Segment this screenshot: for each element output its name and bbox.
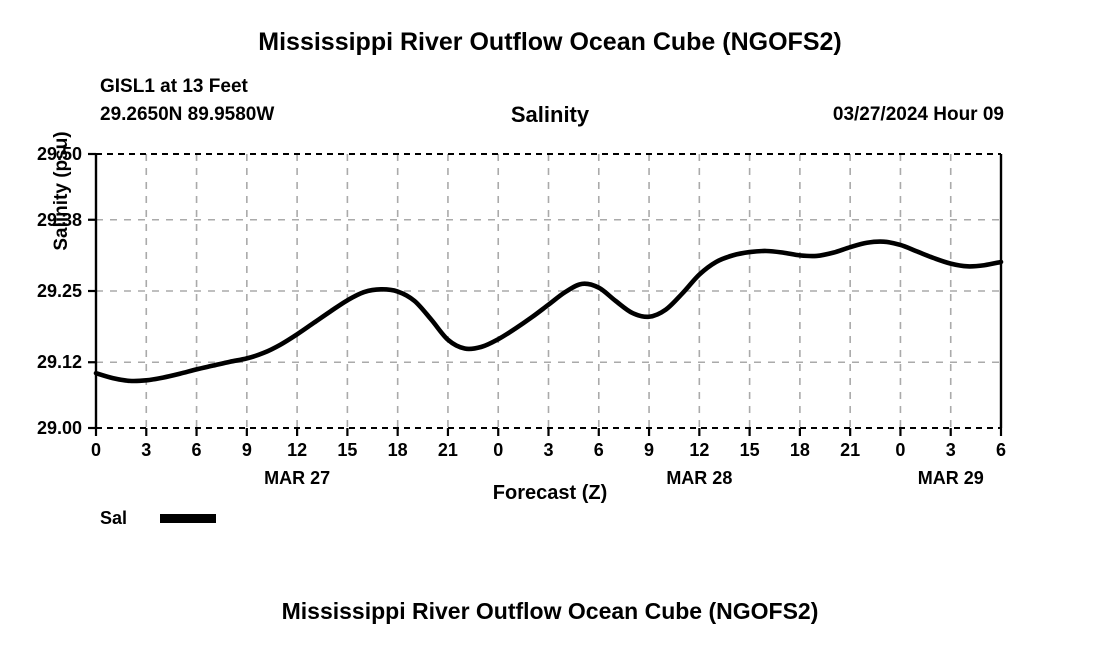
x-tick-labels: 0 3 6 9 12 15 18 21 0 3 6 9 12 15 18 21 0 3 6 bbox=[91, 440, 1006, 460]
y-tick-labels: 29.00 29.12 29.25 29.38 29.50 bbox=[37, 144, 82, 438]
x-tick-label: 9 bbox=[644, 440, 654, 460]
y-tick-label: 29.00 bbox=[37, 418, 82, 438]
x-tick-label: 12 bbox=[689, 440, 709, 460]
y-tick-label: 29.12 bbox=[37, 352, 82, 372]
tick-marks bbox=[88, 152, 1003, 436]
horizontal-gridlines bbox=[96, 218, 1001, 364]
day-label: MAR 27 bbox=[264, 468, 330, 488]
x-tick-label: 9 bbox=[242, 440, 252, 460]
vertical-gridlines bbox=[145, 154, 952, 428]
page-title-top: Mississippi River Outflow Ocean Cube (NG… bbox=[258, 28, 842, 56]
legend-entry-label: Sal bbox=[100, 508, 128, 528]
legend-entry-swatch bbox=[160, 514, 216, 523]
x-tick-label: 3 bbox=[141, 440, 151, 460]
y-tick-label: 29.25 bbox=[37, 281, 82, 301]
x-tick-label: 6 bbox=[996, 440, 1006, 460]
station-coordinates-label: 29.2650N 89.9580W bbox=[100, 104, 275, 125]
data-series-line bbox=[93, 239, 1004, 384]
x-tick-label: 0 bbox=[895, 440, 905, 460]
y-tick-label: 29.38 bbox=[37, 210, 82, 230]
page-title-bottom: Mississippi River Outflow Ocean Cube (NG… bbox=[281, 598, 819, 624]
day-label: MAR 28 bbox=[666, 468, 732, 488]
x-tick-label: 6 bbox=[594, 440, 604, 460]
x-tick-label: 18 bbox=[790, 440, 810, 460]
x-tick-label: 0 bbox=[91, 440, 101, 460]
x-tick-label: 15 bbox=[740, 440, 760, 460]
x-tick-label: 21 bbox=[438, 440, 458, 460]
x-tick-label: 3 bbox=[543, 440, 553, 460]
x-tick-label: 15 bbox=[337, 440, 357, 460]
x-tick-label: 12 bbox=[287, 440, 307, 460]
day-label: MAR 29 bbox=[918, 468, 984, 488]
salinity-time-series-plot: 29.00 29.12 29.25 29.38 29.50 0 3 6 9 12 15 18 21 0 3… bbox=[37, 144, 1006, 488]
x-tick-label: 21 bbox=[840, 440, 860, 460]
x-axis-label: Forecast (Z) bbox=[492, 482, 608, 504]
y-tick-label: 29.50 bbox=[37, 144, 82, 164]
model-run-timestamp: 03/27/2024 Hour 09 bbox=[832, 104, 1004, 125]
x-tick-label: 18 bbox=[388, 440, 408, 460]
x-tick-label: 0 bbox=[493, 440, 503, 460]
x-tick-label: 3 bbox=[946, 440, 956, 460]
variable-title: Salinity bbox=[510, 102, 590, 127]
x-tick-label: 6 bbox=[192, 440, 202, 460]
day-labels: MAR 27 MAR 28 MAR 29 bbox=[264, 468, 984, 488]
station-depth-label: GISL1 at 13 Feet bbox=[100, 76, 248, 97]
series-lines bbox=[93, 239, 1004, 384]
